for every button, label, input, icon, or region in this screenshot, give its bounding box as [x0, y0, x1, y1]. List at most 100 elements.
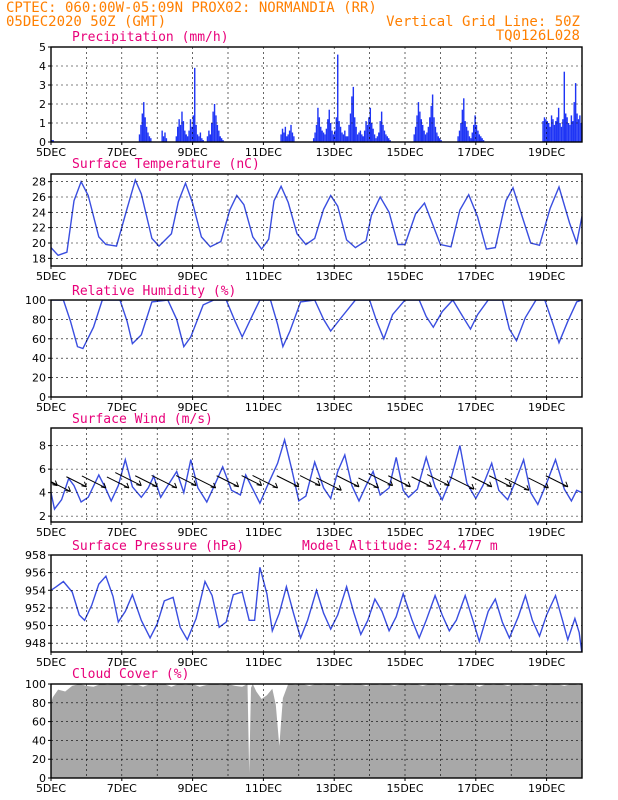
- precip-bar: [284, 126, 287, 142]
- precip-bar: [213, 104, 216, 142]
- precip-bar: [421, 124, 424, 142]
- wind-arrow: [448, 476, 475, 490]
- wind-arrow: [545, 475, 569, 488]
- precip-bar: [542, 121, 544, 142]
- cloud-title: Cloud Cover (%): [72, 667, 189, 682]
- precip-bar: [286, 136, 288, 142]
- cloud-y-tick-label: 0: [39, 772, 46, 785]
- precip-bar: [378, 132, 380, 142]
- precip-bar: [379, 121, 381, 142]
- cloud-cover-area: [51, 684, 582, 778]
- humidity-title: Relative Humidity (%): [72, 284, 236, 299]
- pressure-x-tick-label: 17DEC: [457, 656, 494, 669]
- temperature-y-tick-label: 20: [32, 237, 46, 250]
- cloud-plot-area: [51, 684, 582, 778]
- precip-bar: [423, 130, 425, 142]
- temperature-y-tick-label: 18: [32, 252, 46, 265]
- pressure-title: Surface Pressure (hPa): [72, 539, 244, 554]
- precip-bar: [362, 136, 364, 142]
- precip-bar: [352, 86, 355, 142]
- precip-bar: [192, 115, 195, 142]
- precip-bar: [481, 138, 483, 142]
- precip-bar: [467, 130, 469, 142]
- precip-bar: [549, 126, 551, 142]
- precip-bar: [579, 115, 581, 142]
- wind-arrow: [504, 477, 530, 491]
- precip-bar: [328, 109, 330, 142]
- precip-bar: [389, 140, 391, 142]
- wind-x-tick-label: 13DEC: [316, 526, 353, 539]
- precip-bar: [162, 136, 165, 142]
- precip-bar: [570, 115, 573, 142]
- precip-bar: [344, 130, 346, 142]
- precip-bar: [546, 121, 549, 142]
- header-date: 05DEC2020 50Z (GMT): [6, 14, 166, 30]
- precip-bar: [51, 140, 53, 142]
- precip-bar: [287, 134, 289, 142]
- precip-bar: [436, 132, 438, 142]
- precip-bar: [426, 132, 428, 142]
- precip-bar: [368, 117, 370, 142]
- precipitation-y-tick-label: 1: [39, 117, 46, 130]
- precip-bar: [178, 119, 180, 142]
- precip-bar: [321, 130, 323, 142]
- temperature-x-tick-label: 17DEC: [457, 270, 494, 283]
- humidity-x-tick-label: 15DEC: [386, 401, 423, 414]
- wind-arrow: [528, 477, 549, 489]
- wind-arrow: [241, 475, 263, 487]
- cloud-x-tick-label: 5DEC: [36, 782, 66, 795]
- precip-bar: [420, 119, 422, 142]
- precip-bar: [373, 134, 376, 142]
- precip-bar: [212, 111, 214, 142]
- pressure-annotation: Model Altitude: 524.477 m: [302, 539, 498, 554]
- wind-arrow: [81, 475, 107, 489]
- humidity-y-tick-label: 100: [25, 294, 46, 307]
- pressure-x-tick-label: 9DEC: [178, 656, 208, 669]
- cloud-y-tick-label: 40: [32, 734, 46, 747]
- precip-bar: [188, 130, 190, 142]
- pressure-x-tick-label: 5DEC: [36, 656, 66, 669]
- precip-bar: [369, 107, 372, 142]
- precip-bar: [318, 117, 321, 142]
- wind-arrow: [134, 475, 158, 488]
- precip-bar: [386, 136, 389, 142]
- precip-bar: [281, 128, 284, 142]
- wind-arrow: [427, 474, 450, 487]
- pressure-x-tick-label: 15DEC: [386, 656, 423, 669]
- precip-bar: [569, 124, 571, 142]
- precip-bar: [475, 124, 478, 142]
- precip-bar: [218, 130, 220, 142]
- wind-arrow: [488, 475, 512, 488]
- wind-arrow: [51, 480, 58, 487]
- header-location: CPTEC: 060:00W-05:09N PROX02: NORMANDIA …: [6, 0, 377, 16]
- precip-bar: [363, 130, 366, 142]
- precip-bar: [477, 130, 479, 142]
- cloud-y-tick-label: 80: [32, 697, 46, 710]
- precip-bar: [382, 124, 384, 142]
- precip-bar: [385, 134, 387, 142]
- precip-bar: [342, 134, 345, 142]
- precipitation-x-tick-label: 11DEC: [245, 146, 282, 159]
- precip-bar: [464, 121, 466, 142]
- precipitation-y-tick-label: 3: [39, 79, 46, 92]
- precip-bar: [550, 115, 553, 142]
- precipitation-title: Precipitation (mm/h): [72, 30, 229, 45]
- precip-bar: [557, 107, 560, 142]
- precipitation-y-tick-label: 5: [39, 41, 46, 54]
- precip-bar: [185, 134, 187, 142]
- precip-bar: [567, 123, 570, 142]
- precip-bar: [288, 130, 291, 142]
- wind-arrow: [216, 475, 240, 488]
- precip-bar: [474, 115, 476, 142]
- wind-y-tick-label: 4: [39, 487, 46, 500]
- precip-bar: [437, 136, 439, 142]
- cloud-x-tick-label: 7DEC: [107, 782, 137, 795]
- precip-bar: [179, 124, 182, 142]
- precip-bar: [434, 126, 437, 142]
- cloud-y-tick-label: 20: [32, 753, 46, 766]
- precip-bar: [177, 126, 179, 142]
- precip-bar: [545, 119, 547, 142]
- precip-bar: [472, 124, 475, 142]
- precipitation-panel: Precipitation (mm/h) 0 1 2 3 4 5 5DEC 7DEC 9DEC 11…: [36, 30, 583, 159]
